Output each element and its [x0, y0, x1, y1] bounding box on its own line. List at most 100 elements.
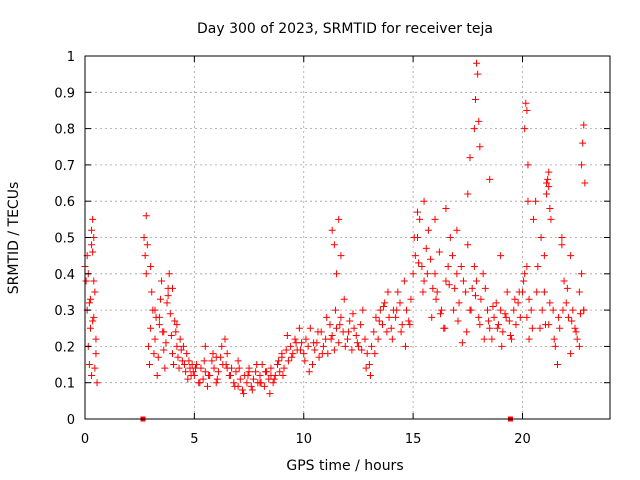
data-point — [348, 346, 356, 354]
data-point — [464, 241, 472, 249]
data-point — [362, 364, 370, 372]
data-point — [178, 357, 186, 365]
data-point — [244, 371, 252, 379]
data-point — [525, 335, 533, 343]
data-point — [543, 190, 551, 198]
data-point — [494, 321, 502, 329]
data-point — [353, 339, 361, 347]
data-point — [300, 350, 308, 358]
data-point — [209, 350, 217, 358]
data-point — [282, 346, 290, 354]
data-point — [306, 324, 314, 332]
data-point — [190, 371, 198, 379]
data-point — [455, 299, 463, 307]
data-point — [333, 270, 341, 278]
data-point — [153, 371, 161, 379]
data-point — [420, 197, 428, 205]
data-point — [540, 252, 548, 260]
data-point — [91, 364, 99, 372]
data-point — [546, 204, 554, 212]
data-point — [550, 335, 558, 343]
data-point — [365, 361, 373, 369]
data-point — [208, 357, 216, 365]
data-point — [451, 284, 459, 292]
data-point — [191, 364, 199, 372]
data-point — [361, 335, 369, 343]
data-point — [154, 353, 162, 361]
data-point — [283, 332, 291, 340]
data-point — [544, 175, 552, 183]
data-point — [449, 252, 456, 260]
data-point — [359, 306, 367, 314]
data-point — [486, 324, 494, 332]
data-point — [161, 364, 169, 372]
data-point — [156, 295, 164, 303]
data-point — [416, 215, 424, 223]
data-point — [411, 252, 419, 260]
data-point — [239, 386, 246, 394]
data-point — [93, 379, 101, 387]
data-point — [155, 313, 163, 321]
data-point — [474, 70, 482, 78]
data-point — [261, 368, 269, 376]
data-point — [171, 317, 179, 325]
data-point — [309, 361, 316, 369]
data-point — [450, 306, 458, 314]
data-point — [196, 379, 204, 387]
data-point — [142, 270, 150, 278]
data-point — [141, 252, 149, 260]
data-point — [423, 270, 431, 278]
data-point — [230, 379, 238, 387]
data-point — [497, 252, 505, 260]
data-point — [88, 241, 96, 249]
data-point — [147, 324, 155, 332]
data-point — [155, 321, 163, 329]
data-point — [337, 252, 345, 260]
data-point — [414, 208, 421, 216]
data-point — [147, 263, 155, 271]
data-point — [212, 353, 220, 361]
data-point — [397, 328, 405, 336]
data-point — [524, 197, 532, 205]
data-point — [493, 324, 501, 332]
data-point — [428, 313, 436, 321]
data-point — [275, 357, 283, 365]
data-point — [223, 350, 231, 358]
data-point — [146, 361, 154, 369]
data-point — [384, 288, 392, 296]
data-point — [445, 281, 453, 289]
data-point — [289, 350, 297, 358]
data-point — [528, 324, 536, 332]
data-point — [438, 306, 446, 314]
data-point — [291, 335, 299, 343]
data-point — [212, 379, 220, 387]
data-point — [398, 321, 406, 329]
data-point — [86, 295, 94, 303]
data-point — [571, 324, 579, 332]
data-point — [169, 350, 176, 358]
data-point — [221, 335, 229, 343]
data-point — [462, 288, 470, 296]
data-point — [162, 339, 170, 347]
data-point — [556, 324, 564, 332]
data-point — [524, 161, 532, 169]
data-point — [537, 234, 545, 241]
data-point — [435, 248, 443, 256]
data-point — [223, 364, 231, 372]
x-tick-label: 5 — [190, 432, 198, 447]
data-point — [85, 299, 93, 307]
data-point — [578, 270, 586, 278]
data-point — [235, 364, 243, 372]
data-point — [160, 328, 168, 336]
data-point — [575, 288, 583, 296]
chart-title: Day 300 of 2023, SRMTID for receiver tej… — [197, 21, 493, 37]
data-point — [82, 277, 90, 285]
data-point — [475, 313, 483, 321]
y-tick-label: 0.5 — [54, 232, 75, 247]
data-point — [400, 277, 408, 285]
data-point — [85, 361, 93, 369]
data-point — [172, 328, 180, 336]
data-point — [213, 375, 221, 383]
data-point — [314, 328, 322, 336]
data-point — [247, 382, 255, 390]
